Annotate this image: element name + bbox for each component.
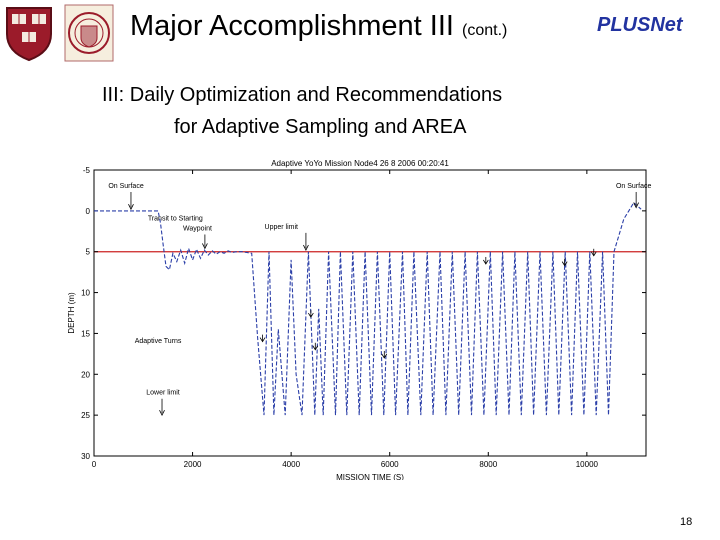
x-axis-label: MISSION TIME (S): [336, 473, 404, 480]
turn-marker-head: [308, 312, 314, 318]
x-tick-label: 2000: [184, 460, 202, 469]
annotation-label: On Surface: [616, 183, 652, 190]
annotation-arrow-head: [202, 243, 208, 250]
subtitle-line-1: III: Daily Optimization and Recommendati…: [102, 84, 503, 106]
y-axis-label: DEPTH (m): [67, 292, 76, 334]
chart-title: Adaptive YoYo Mission Node4 26 8 2006 00…: [271, 159, 449, 168]
turn-marker-head: [312, 345, 319, 351]
annotation-arrow-head: [128, 204, 134, 211]
annotation-label: On Surface: [108, 183, 144, 190]
x-tick-label: 4000: [282, 460, 300, 469]
y-tick-label: 0: [86, 207, 91, 216]
annotation-arrow-head: [633, 202, 640, 209]
annotation-label: Upper limit: [265, 224, 299, 231]
y-tick-label: 25: [81, 411, 90, 420]
brand-logo-text: PLUSNet: [597, 14, 683, 36]
y-tick-label: 30: [81, 452, 90, 461]
slide-title-suffix: (cont.): [462, 22, 508, 39]
turn-marker-head: [590, 251, 597, 257]
slide-title: Major Accomplishment III (cont.): [130, 10, 507, 43]
annotation-label: Adaptive Turns: [135, 338, 182, 345]
y-tick-label: 20: [81, 370, 90, 379]
y-tick-label: 10: [81, 289, 90, 298]
depth-chart: 0 2000 4000 6000 8000 10000 -5 0 5 10 15 20 25 30 Adap…: [67, 159, 652, 480]
x-tick-label: 10000: [576, 460, 599, 469]
turn-marker-head: [561, 261, 568, 267]
turn-marker-head: [381, 353, 388, 359]
x-tick-label: 8000: [479, 460, 497, 469]
turn-marker-head: [259, 337, 266, 343]
plot-frame: [93, 169, 647, 457]
annotation-label: Lower limit: [146, 390, 180, 397]
x-tick-label: 0: [92, 460, 97, 469]
page-number: 18: [680, 516, 693, 528]
harvard-seal-icon: [64, 4, 114, 62]
y-tick-label: 15: [81, 329, 90, 338]
subtitle-line-2: for Adaptive Sampling and AREA: [174, 116, 467, 138]
depth-series-line: [94, 201, 642, 416]
y-tick-label: -5: [83, 166, 91, 175]
slide-title-main: Major Accomplishment III: [130, 10, 454, 42]
annotation-label: Waypoint: [183, 225, 212, 232]
annotation-arrow-head: [159, 409, 165, 417]
harvard-shield-icon: [4, 4, 54, 62]
annotation-label: Transit to Starting: [148, 216, 203, 223]
y-tick-label: 5: [86, 248, 91, 257]
x-tick-label: 6000: [381, 460, 399, 469]
turn-marker-head: [482, 259, 489, 265]
annotation-arrow-head: [303, 244, 309, 251]
